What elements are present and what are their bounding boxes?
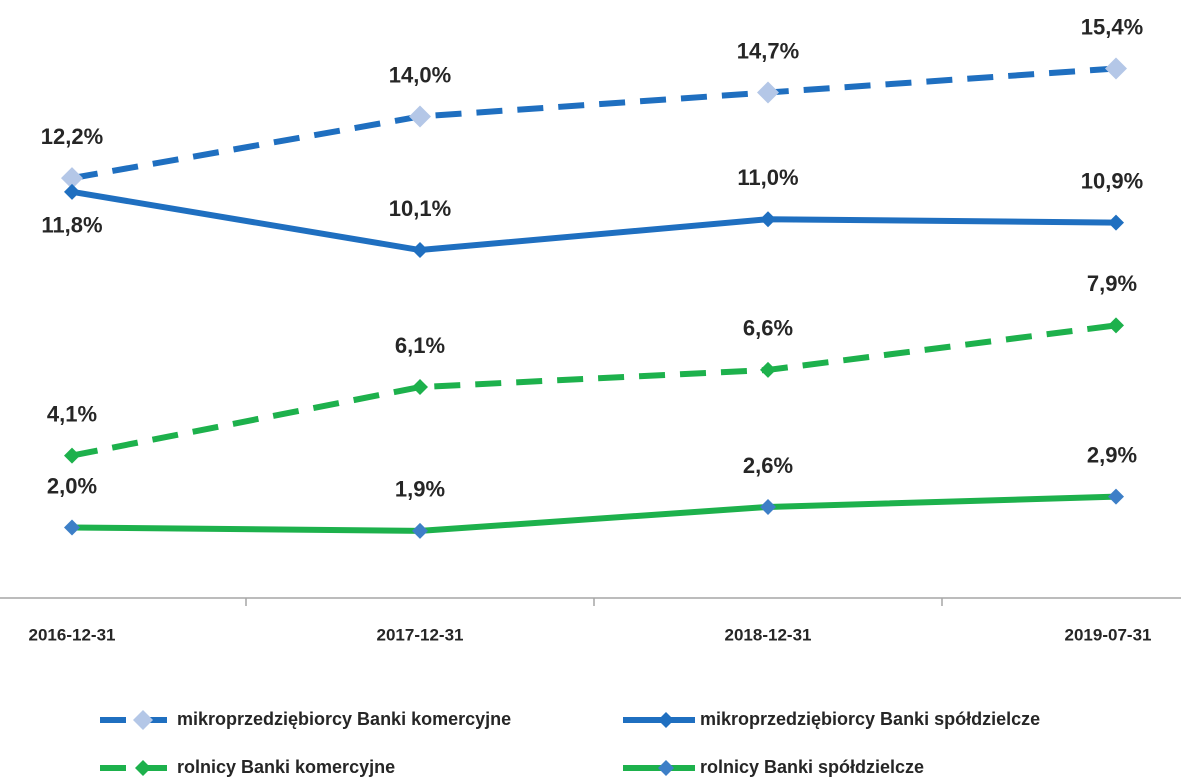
marker (757, 81, 779, 104)
marker (412, 242, 428, 259)
marker (1105, 57, 1127, 80)
data-label: 2,9% (1087, 442, 1137, 467)
legend-marker (658, 760, 674, 776)
legend-marker (658, 712, 674, 728)
marker (1108, 317, 1124, 334)
legend-label: rolnicy Banki komercyjne (177, 757, 395, 777)
data-label: 11,8% (41, 213, 102, 238)
series-line (71, 493, 1117, 534)
series-line (71, 322, 1117, 459)
data-label: 6,6% (743, 316, 793, 341)
series-line (71, 188, 1117, 254)
data-label: 6,1% (395, 333, 445, 358)
legend-label: mikroprzedziębiorcy Banki komercyjne (177, 709, 511, 729)
marker (1108, 214, 1124, 231)
x-tick-label: 2016-12-31 (29, 625, 116, 644)
legend-marker (133, 710, 153, 730)
marker (409, 105, 431, 128)
series-line (71, 65, 1117, 182)
x-tick-label: 2017-12-31 (377, 625, 464, 644)
legend-label: mikroprzedziębiorcy Banki spółdzielcze (700, 709, 1040, 729)
data-label: 4,1% (47, 401, 97, 426)
legend-label: rolnicy Banki spółdzielcze (700, 757, 924, 777)
data-label: 2,0% (47, 473, 97, 498)
data-label: 1,9% (395, 477, 445, 502)
marker (412, 522, 428, 539)
marker (760, 498, 776, 515)
data-label: 12,2% (41, 124, 103, 149)
data-label: 14,0% (389, 62, 451, 87)
data-label: 10,9% (1081, 168, 1143, 193)
marker (61, 167, 83, 190)
marker (760, 211, 776, 228)
marker (760, 361, 776, 378)
marker (412, 379, 428, 396)
data-label: 10,1% (389, 196, 451, 221)
data-label: 15,4% (1081, 14, 1143, 39)
data-label: 7,9% (1087, 271, 1137, 296)
marker (64, 519, 80, 536)
data-label: 11,0% (737, 165, 798, 190)
x-tick-label: 2019-07-31 (1065, 625, 1152, 644)
marker (64, 447, 80, 464)
legend-marker (135, 760, 151, 776)
x-tick-label: 2018-12-31 (725, 625, 812, 644)
data-label: 2,6% (743, 453, 793, 478)
marker (64, 183, 80, 200)
marker (1108, 488, 1124, 505)
data-label: 14,7% (737, 38, 799, 63)
